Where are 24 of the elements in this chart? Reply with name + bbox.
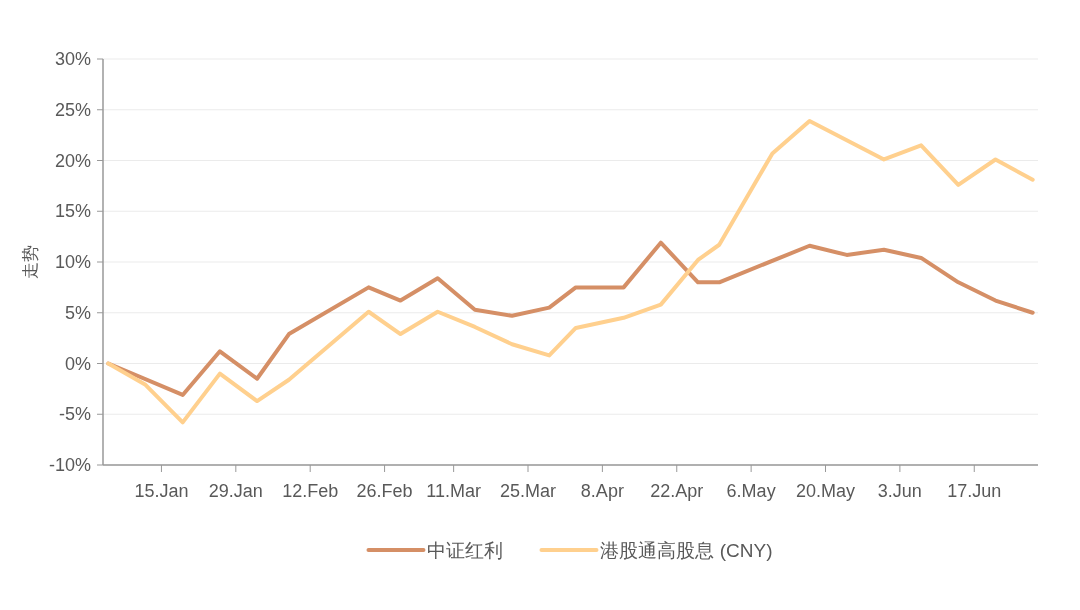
x-tick-label: 6.May: [726, 481, 776, 501]
y-tick-label: 20%: [54, 150, 91, 171]
x-tick-label: 26.Feb: [356, 481, 413, 501]
x-tick-label: 15.Jan: [134, 481, 189, 501]
y-tick-label: 10%: [54, 252, 91, 272]
y-axis-title: 走势: [21, 245, 40, 279]
x-tick-label: 17.Jun: [947, 481, 1002, 501]
y-tick-label: -10%: [48, 455, 91, 475]
legend-label: 港股通高股息 (CNY): [600, 540, 773, 561]
y-tick-label: 30%: [54, 49, 91, 69]
x-tick-label: 22.Apr: [650, 481, 704, 501]
y-tick-label: 0%: [64, 353, 91, 374]
x-tick-label: 12.Feb: [282, 481, 339, 501]
y-tick-label: -5%: [58, 404, 91, 425]
legend-label: 中证红利: [427, 540, 504, 561]
x-tick-label: 8.Apr: [580, 481, 624, 501]
x-tick-label: 20.May: [795, 481, 856, 501]
x-tick-label: 29.Jan: [208, 481, 263, 501]
y-tick-label: 25%: [54, 99, 91, 120]
y-tick-label: 5%: [64, 302, 91, 323]
x-tick-label: 11.Mar: [426, 481, 481, 501]
y-tick-label: 15%: [54, 201, 91, 222]
x-tick-label: 3.Jun: [877, 481, 922, 501]
x-tick-label: 25.Mar: [499, 481, 557, 501]
